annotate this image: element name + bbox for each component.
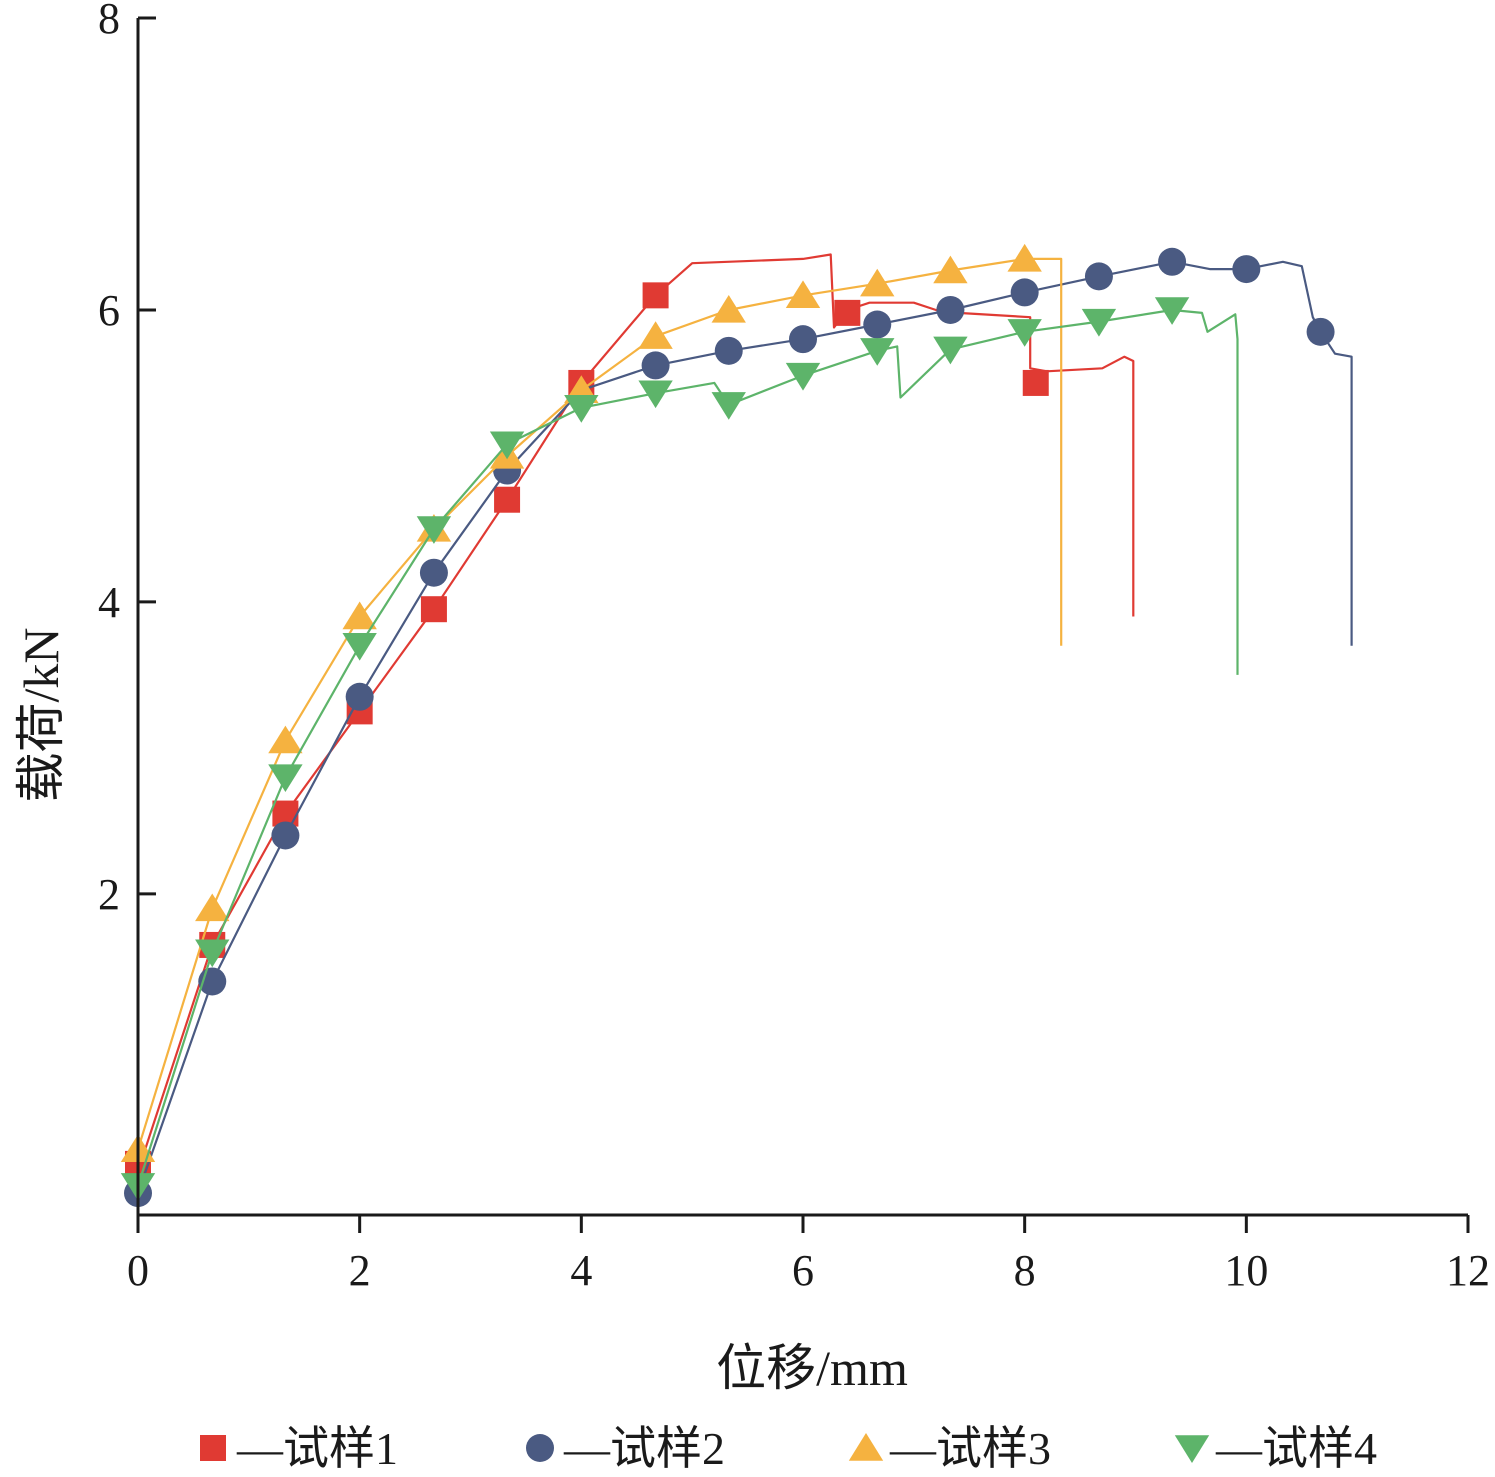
series-2-point [863, 310, 892, 339]
series-4-point [785, 362, 821, 391]
series-3-point [342, 601, 377, 630]
legend-label: —试样2 [563, 1423, 725, 1474]
series-3-point [860, 268, 895, 297]
series-2-point [1232, 255, 1261, 284]
y-tick-label: 2 [98, 870, 120, 919]
series-4-point [860, 338, 895, 366]
series-2-point [345, 682, 374, 711]
legend-dash: — [889, 1423, 937, 1474]
legend-dash: — [236, 1423, 284, 1474]
series-1-point [642, 282, 669, 309]
legend-marker [200, 1435, 226, 1461]
series-2-point [789, 325, 817, 354]
series-4-point [342, 632, 377, 661]
series-4-point [416, 516, 452, 544]
legend-series-name: 试样4 [1262, 1423, 1377, 1474]
legend-item-3: —试样3 [848, 1423, 1051, 1474]
series-3-point [268, 725, 303, 754]
legend-dash: — [1215, 1423, 1263, 1474]
series-2-point [1084, 262, 1113, 291]
series-4 [120, 297, 1239, 1201]
series-4-point [1154, 297, 1190, 325]
x-tick-label: 6 [792, 1246, 814, 1295]
series-3-point [1007, 243, 1042, 272]
y-tick-label: 4 [98, 578, 120, 627]
legend-dash: — [563, 1423, 611, 1474]
series-line-3 [136, 257, 1063, 1150]
series-2 [124, 247, 1353, 1208]
series-1-point [834, 299, 861, 326]
legend-marker [526, 1434, 554, 1462]
series-1-point [1022, 369, 1049, 396]
series-3-point [785, 280, 821, 309]
series-2-point [714, 336, 743, 365]
series-2-point [1010, 278, 1039, 307]
series-2-point [641, 351, 670, 380]
legend-series-name: 试样3 [936, 1423, 1051, 1474]
series-4-point [1007, 319, 1042, 347]
series-3-point [933, 255, 968, 284]
x-tick-label: 4 [570, 1246, 592, 1295]
series-3-point [638, 321, 673, 349]
x-axis-title: 位移/mm [716, 1340, 908, 1396]
series-2-point [936, 295, 965, 324]
legend-label: —试样1 [236, 1423, 398, 1474]
series-line-2 [136, 260, 1353, 1194]
series-4-point [711, 392, 746, 420]
x-ticks: 0 2 4 6 8 10 12 [127, 1215, 1490, 1295]
series-2-point [1158, 247, 1187, 276]
legend: —试样1 —试样2 —试样3 —试样4 [200, 1423, 1377, 1474]
series-1-point [494, 486, 521, 513]
legend-marker [848, 1433, 884, 1461]
legend-item-1: —试样1 [200, 1423, 398, 1474]
legend-item-4: —试样4 [1174, 1423, 1377, 1474]
x-tick-label: 12 [1446, 1246, 1490, 1295]
series-4-point [564, 395, 599, 423]
y-axis-title: 载荷/kN [13, 628, 69, 803]
series-2-point [419, 558, 448, 587]
series-4-point [933, 336, 968, 365]
y-ticks: 2 4 6 8 [98, 0, 156, 919]
legend-series-name: 试样2 [610, 1423, 725, 1474]
series-layer [120, 243, 1353, 1208]
series-line-1 [136, 253, 1135, 1172]
series-4-point [268, 764, 303, 793]
series-4-point [195, 939, 230, 968]
series-4-point [489, 431, 525, 460]
series-3-point [711, 295, 746, 323]
series-2-point [1306, 317, 1335, 346]
series-1 [125, 253, 1135, 1177]
legend-marker [1174, 1435, 1210, 1463]
x-tick-label: 10 [1224, 1246, 1268, 1295]
x-tick-label: 2 [349, 1246, 371, 1295]
series-line-4 [136, 308, 1239, 1187]
x-tick-label: 8 [1014, 1246, 1036, 1295]
legend-item-2: —试样2 [526, 1423, 725, 1474]
series-4-point [1081, 308, 1117, 337]
y-tick-label: 8 [98, 0, 120, 43]
series-2-point [271, 821, 300, 850]
axes [136, 18, 1468, 1217]
series-4-point [638, 380, 673, 409]
series-1-point [420, 596, 447, 623]
legend-label: —试样4 [1215, 1423, 1377, 1474]
y-tick-label: 6 [98, 286, 120, 335]
legend-label: —试样3 [889, 1423, 1051, 1474]
series-3-point [195, 893, 230, 922]
x-tick-label: 0 [127, 1246, 149, 1295]
legend-series-name: 试样1 [283, 1423, 398, 1474]
